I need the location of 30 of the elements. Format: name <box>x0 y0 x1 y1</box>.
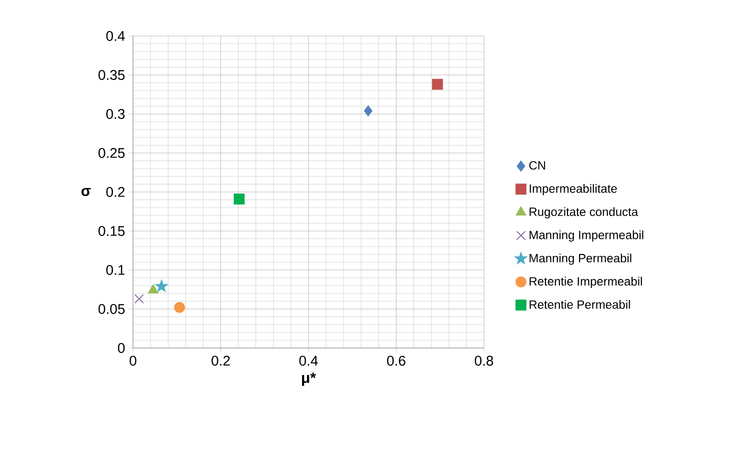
point <box>234 194 245 204</box>
y-axis-title: σ <box>81 188 91 196</box>
point <box>364 105 372 116</box>
x-tick-label: 0.8 <box>474 356 494 366</box>
y-tick-label: 0.1 <box>106 265 125 275</box>
x-tick-label: 0.6 <box>387 356 406 366</box>
y-tick-label: 0.2 <box>106 187 125 197</box>
legend-label: CN <box>529 161 546 170</box>
point <box>155 280 168 292</box>
y-tick-label: 0.3 <box>106 109 125 119</box>
legend-label: Impermeabilitate <box>530 184 617 196</box>
x-tick-label: 0 <box>130 356 136 366</box>
y-tick-label: 0.15 <box>98 226 125 236</box>
y-tick-label: 0.25 <box>98 148 125 158</box>
legend-label: Rugozitate conducta <box>530 207 638 218</box>
y-tick-label: 0 <box>118 343 125 353</box>
x-axis-title: μ* <box>302 372 316 386</box>
y-tick-label: 0.05 <box>98 304 125 314</box>
y-tick-label: 0.4 <box>106 31 125 41</box>
legend-label: Retentie Impermeabil <box>530 276 642 288</box>
legend-label: Retentie Permeabil <box>530 300 630 309</box>
point <box>432 78 443 90</box>
y-tick-label: 0.35 <box>98 70 125 80</box>
point <box>134 294 144 304</box>
x-tick-label: 0.2 <box>212 356 230 366</box>
x-tick-label: 0.4 <box>299 356 318 366</box>
point <box>174 302 185 313</box>
point <box>148 284 158 294</box>
legend-label: Manning Permeabil <box>530 254 632 265</box>
legend-label: Manning Impermeabil <box>530 230 644 242</box>
